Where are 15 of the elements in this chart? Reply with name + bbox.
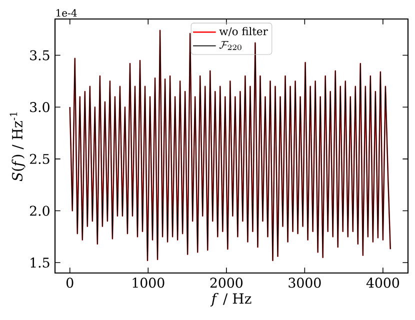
y-tick-label: 1.5 bbox=[30, 258, 50, 268]
y-tick-label: 3.5 bbox=[30, 50, 50, 60]
text: 1e-4 bbox=[56, 9, 77, 17]
legend-label: w/o filter bbox=[219, 27, 268, 36]
x-axis-title: f / Hz bbox=[210, 292, 252, 306]
y-tick-label: 2.0 bbox=[30, 206, 50, 216]
x-tick-label: 2000 bbox=[210, 278, 242, 288]
x-tick-label: 0 bbox=[66, 278, 74, 288]
x-tick-label: 3000 bbox=[288, 278, 321, 288]
y-tick-label: 2.5 bbox=[30, 154, 50, 164]
y-tick-label: 3.0 bbox=[30, 102, 50, 112]
x-tick-label: 4000 bbox=[366, 278, 400, 288]
legend-label: $\mathcal{F}_{220}$ bbox=[219, 41, 242, 50]
x-tick-label: 1000 bbox=[132, 278, 164, 288]
y-axis-title: S(f) / Hz$^{-1}$ bbox=[10, 112, 26, 182]
